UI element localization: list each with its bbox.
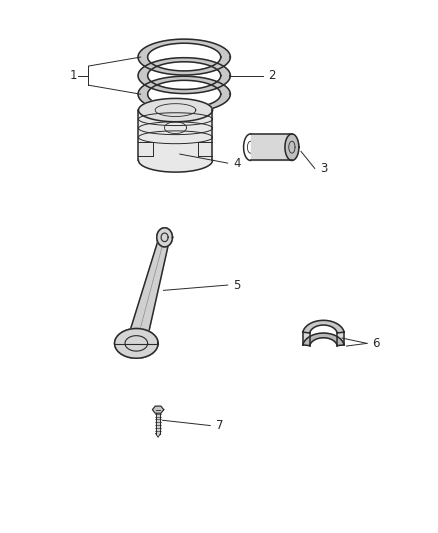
Polygon shape: [138, 99, 212, 122]
Polygon shape: [138, 110, 212, 172]
Text: 5: 5: [233, 279, 240, 292]
Polygon shape: [115, 328, 158, 358]
Polygon shape: [155, 413, 160, 433]
Polygon shape: [122, 332, 131, 338]
Polygon shape: [138, 76, 230, 112]
Polygon shape: [303, 333, 344, 345]
Polygon shape: [285, 134, 299, 160]
Text: 4: 4: [233, 157, 240, 169]
Polygon shape: [138, 58, 230, 94]
Text: 7: 7: [215, 419, 223, 432]
Polygon shape: [141, 332, 150, 338]
Text: 1: 1: [70, 69, 77, 82]
Text: 2: 2: [268, 69, 275, 82]
Polygon shape: [251, 134, 292, 160]
Polygon shape: [157, 228, 173, 247]
Polygon shape: [310, 325, 337, 345]
Polygon shape: [303, 320, 344, 345]
Polygon shape: [127, 236, 170, 347]
Polygon shape: [138, 39, 230, 75]
Polygon shape: [152, 406, 164, 413]
Text: 3: 3: [320, 162, 327, 175]
Polygon shape: [303, 320, 344, 333]
Polygon shape: [115, 328, 158, 358]
Polygon shape: [157, 228, 173, 247]
Text: 6: 6: [372, 337, 380, 350]
